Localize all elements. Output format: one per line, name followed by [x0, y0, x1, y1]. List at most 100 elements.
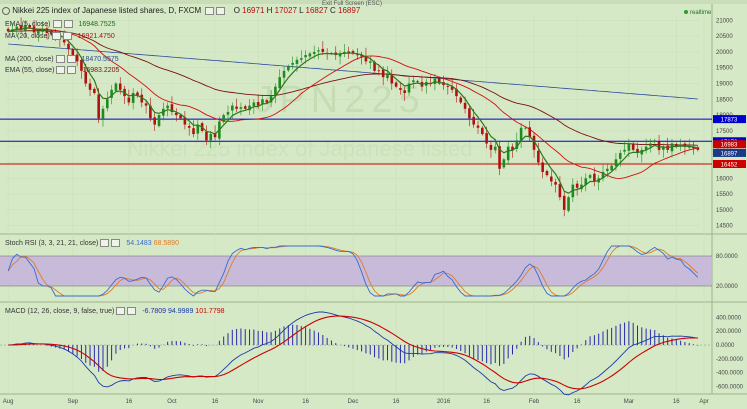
candle: [88, 83, 92, 90]
candle: [610, 165, 613, 171]
candle: [269, 96, 273, 103]
candle: [265, 100, 269, 103]
grid: [0, 0, 747, 395]
time-axis-label: 16: [393, 399, 400, 405]
time-axis-label: Aug: [3, 399, 14, 405]
ma20-settings-button[interactable]: [51, 32, 61, 41]
candle: [485, 133, 488, 144]
stoch-hide-button[interactable]: [111, 239, 121, 248]
macd-line: [8, 311, 698, 396]
candle: [601, 171, 605, 179]
macd-axis-label: 0.0000: [716, 343, 735, 349]
candle: [287, 66, 290, 71]
candle: [196, 124, 200, 134]
candle: [274, 86, 277, 96]
candle: [295, 59, 299, 64]
ma200-settings-button[interactable]: [55, 55, 65, 64]
ma20-hide-button[interactable]: [62, 32, 72, 41]
candle: [248, 105, 251, 111]
candle: [205, 131, 208, 141]
candle: [450, 86, 454, 90]
macd-hide-button[interactable]: [127, 307, 137, 316]
candle: [588, 175, 592, 178]
stoch-band: [0, 256, 712, 286]
stoch-rsi-pane[interactable]: [0, 245, 712, 297]
candle: [110, 89, 113, 98]
candle: [360, 55, 363, 57]
candle: [226, 111, 230, 115]
visibility-button[interactable]: [216, 6, 226, 15]
macd-settings-button[interactable]: [116, 307, 126, 316]
candle: [476, 125, 480, 128]
macd-axis-label: -400.0000: [716, 371, 744, 377]
time-axis-label: 16: [673, 399, 680, 405]
level-badge: [713, 115, 746, 124]
candle: [140, 94, 144, 103]
stoch-settings-button[interactable]: [100, 239, 110, 248]
ema5-hide-button[interactable]: [63, 20, 73, 29]
candle: [532, 135, 536, 150]
level-badge: [713, 160, 746, 169]
chart-title: Nikkei 225 index of Japanese listed shar…: [12, 6, 202, 15]
candle: [515, 140, 519, 149]
level-badge-label: 16452: [721, 163, 738, 169]
settings-button[interactable]: [205, 6, 215, 15]
candle: [222, 115, 225, 122]
candle: [554, 181, 557, 185]
price-pane[interactable]: [0, 17, 712, 217]
candle: [472, 116, 475, 125]
stoch-k-line: [7, 245, 699, 297]
price-axis-label: 20000: [716, 50, 733, 56]
candle: [558, 184, 562, 198]
ma200-hide-button[interactable]: [66, 55, 76, 64]
candle: [243, 106, 247, 109]
candle: [653, 140, 657, 143]
candle: [455, 88, 458, 97]
candle: [308, 53, 312, 57]
candle: [179, 115, 182, 119]
candle: [183, 117, 187, 125]
candle: [368, 61, 372, 63]
candle: [614, 159, 618, 167]
price-axis-label: 20500: [716, 34, 733, 40]
candle: [80, 59, 83, 71]
price-axis-label: 15000: [716, 208, 733, 214]
macd-signal-line: [8, 315, 698, 390]
ema5-settings-button[interactable]: [52, 20, 62, 29]
stoch-d-line: [7, 245, 699, 297]
candle: [636, 148, 639, 154]
macd-axis-label: -600.0000: [716, 385, 744, 391]
ema55-settings-button[interactable]: [56, 66, 66, 75]
candle: [144, 103, 148, 106]
axes: 2100020500200001950019000185001800017500…: [3, 18, 746, 405]
candle: [19, 25, 23, 30]
ema55-hide-button[interactable]: [67, 66, 77, 75]
candle: [93, 88, 96, 93]
time-axis-label: Oct: [167, 399, 177, 405]
candle: [524, 127, 527, 129]
candle: [545, 171, 549, 176]
candle: [498, 146, 501, 169]
top-bar: [0, 0, 747, 4]
legend-macd: MACD (12, 26, close, 9, false, true) -6.7…: [5, 307, 225, 316]
candle: [114, 83, 118, 91]
exit-fullscreen[interactable]: Exit Full Screen (ESC): [322, 1, 383, 7]
gear-icon[interactable]: [2, 6, 10, 15]
candle: [390, 74, 394, 84]
price-badge: [713, 148, 746, 157]
candle: [235, 106, 238, 109]
time-axis-label: Sep: [67, 399, 78, 405]
candle: [49, 31, 53, 35]
candle: [506, 146, 510, 161]
candle: [252, 102, 256, 107]
time-axis-label: 16: [302, 399, 309, 405]
candle: [377, 70, 381, 72]
stoch-axis-label: 80.0000: [716, 254, 738, 260]
candle: [15, 26, 19, 29]
macd-pane[interactable]: [0, 311, 712, 396]
candle: [157, 115, 161, 127]
candle: [657, 141, 661, 150]
macd-axis-label: 200.0000: [716, 329, 742, 335]
candle: [696, 147, 700, 150]
